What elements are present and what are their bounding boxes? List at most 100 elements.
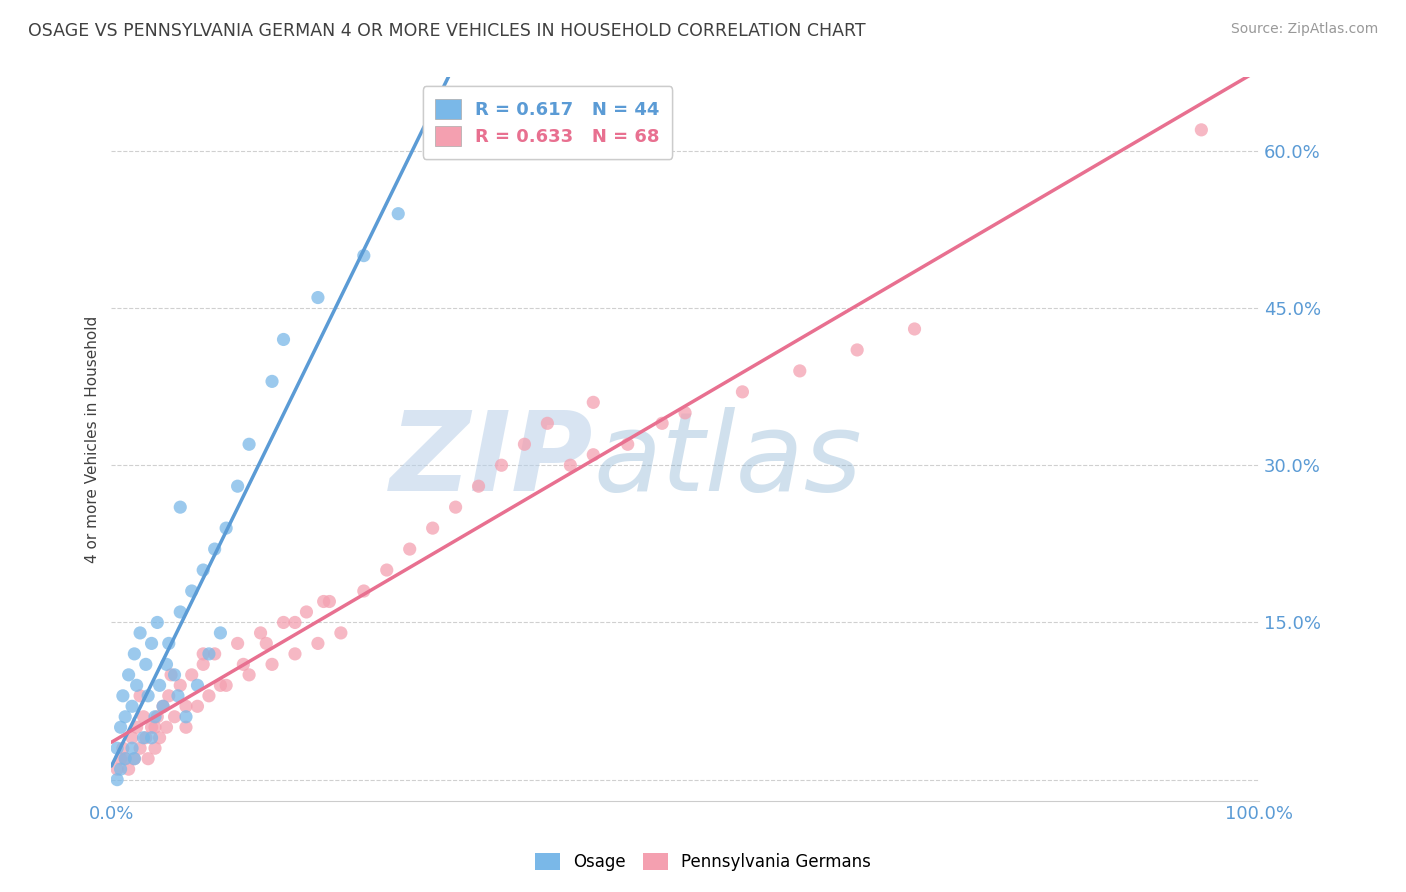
Point xyxy=(160,668,183,682)
Point xyxy=(121,731,143,745)
Point xyxy=(582,395,605,409)
Point xyxy=(616,437,638,451)
Point xyxy=(136,689,159,703)
Point xyxy=(105,741,128,756)
Point xyxy=(136,752,159,766)
Point xyxy=(114,752,136,766)
Point xyxy=(141,636,163,650)
Point xyxy=(284,615,307,630)
Point xyxy=(467,479,489,493)
Point xyxy=(111,741,134,756)
Point xyxy=(114,752,136,766)
Point xyxy=(155,657,177,672)
Point xyxy=(198,689,221,703)
Point xyxy=(129,741,152,756)
Legend: Osage, Pennsylvania Germans: Osage, Pennsylvania Germans xyxy=(527,845,879,880)
Point xyxy=(163,668,186,682)
Point xyxy=(226,636,249,650)
Point xyxy=(125,678,148,692)
Point xyxy=(204,542,226,557)
Point xyxy=(169,678,191,692)
Point xyxy=(209,626,232,640)
Point xyxy=(238,668,260,682)
Point xyxy=(105,762,128,776)
Point xyxy=(129,689,152,703)
Point xyxy=(135,657,157,672)
Point xyxy=(105,772,128,787)
Point xyxy=(238,437,260,451)
Point xyxy=(260,657,283,672)
Point xyxy=(353,249,375,263)
Text: ZIP: ZIP xyxy=(389,408,593,514)
Point xyxy=(513,437,536,451)
Point xyxy=(143,741,166,756)
Point xyxy=(1189,123,1212,137)
Point xyxy=(387,207,409,221)
Point xyxy=(110,720,132,734)
Point xyxy=(215,521,238,535)
Point xyxy=(125,720,148,734)
Text: atlas: atlas xyxy=(593,408,862,514)
Point xyxy=(193,647,215,661)
Point xyxy=(124,752,146,766)
Point xyxy=(167,689,190,703)
Point xyxy=(124,752,146,766)
Point xyxy=(114,710,136,724)
Point xyxy=(146,710,169,724)
Point xyxy=(117,668,139,682)
Point xyxy=(124,647,146,661)
Point xyxy=(307,291,329,305)
Point xyxy=(312,594,335,608)
Point xyxy=(174,720,197,734)
Point xyxy=(121,699,143,714)
Point xyxy=(789,364,811,378)
Point xyxy=(846,343,869,357)
Point xyxy=(157,636,180,650)
Point xyxy=(198,647,221,661)
Point xyxy=(141,731,163,745)
Point xyxy=(422,521,444,535)
Point xyxy=(204,647,226,661)
Legend: R = 0.617   N = 44, R = 0.633   N = 68: R = 0.617 N = 44, R = 0.633 N = 68 xyxy=(423,87,672,159)
Point xyxy=(180,668,202,682)
Point xyxy=(186,678,208,692)
Point xyxy=(249,626,271,640)
Point xyxy=(174,699,197,714)
Point xyxy=(157,689,180,703)
Point xyxy=(111,689,134,703)
Point xyxy=(254,636,277,650)
Point xyxy=(163,710,186,724)
Point xyxy=(110,762,132,776)
Point xyxy=(232,657,254,672)
Text: OSAGE VS PENNSYLVANIA GERMAN 4 OR MORE VEHICLES IN HOUSEHOLD CORRELATION CHART: OSAGE VS PENNSYLVANIA GERMAN 4 OR MORE V… xyxy=(28,22,866,40)
Point xyxy=(273,333,295,347)
Point xyxy=(353,584,375,599)
Point xyxy=(731,384,754,399)
Point xyxy=(135,731,157,745)
Point xyxy=(582,448,605,462)
Text: Source: ZipAtlas.com: Source: ZipAtlas.com xyxy=(1230,22,1378,37)
Point xyxy=(129,626,152,640)
Point xyxy=(193,563,215,577)
Point xyxy=(491,458,513,473)
Point xyxy=(169,500,191,515)
Point xyxy=(141,720,163,734)
Point xyxy=(152,699,174,714)
Point xyxy=(673,406,696,420)
Point xyxy=(155,720,177,734)
Point xyxy=(186,699,208,714)
Point xyxy=(284,647,307,661)
Point xyxy=(273,615,295,630)
Point xyxy=(329,626,352,640)
Y-axis label: 4 or more Vehicles in Household: 4 or more Vehicles in Household xyxy=(86,316,100,563)
Point xyxy=(226,479,249,493)
Point xyxy=(146,615,169,630)
Point xyxy=(193,657,215,672)
Point xyxy=(903,322,925,336)
Point xyxy=(152,699,174,714)
Point xyxy=(149,731,172,745)
Point xyxy=(169,605,191,619)
Point xyxy=(215,678,238,692)
Point xyxy=(651,417,673,431)
Point xyxy=(143,710,166,724)
